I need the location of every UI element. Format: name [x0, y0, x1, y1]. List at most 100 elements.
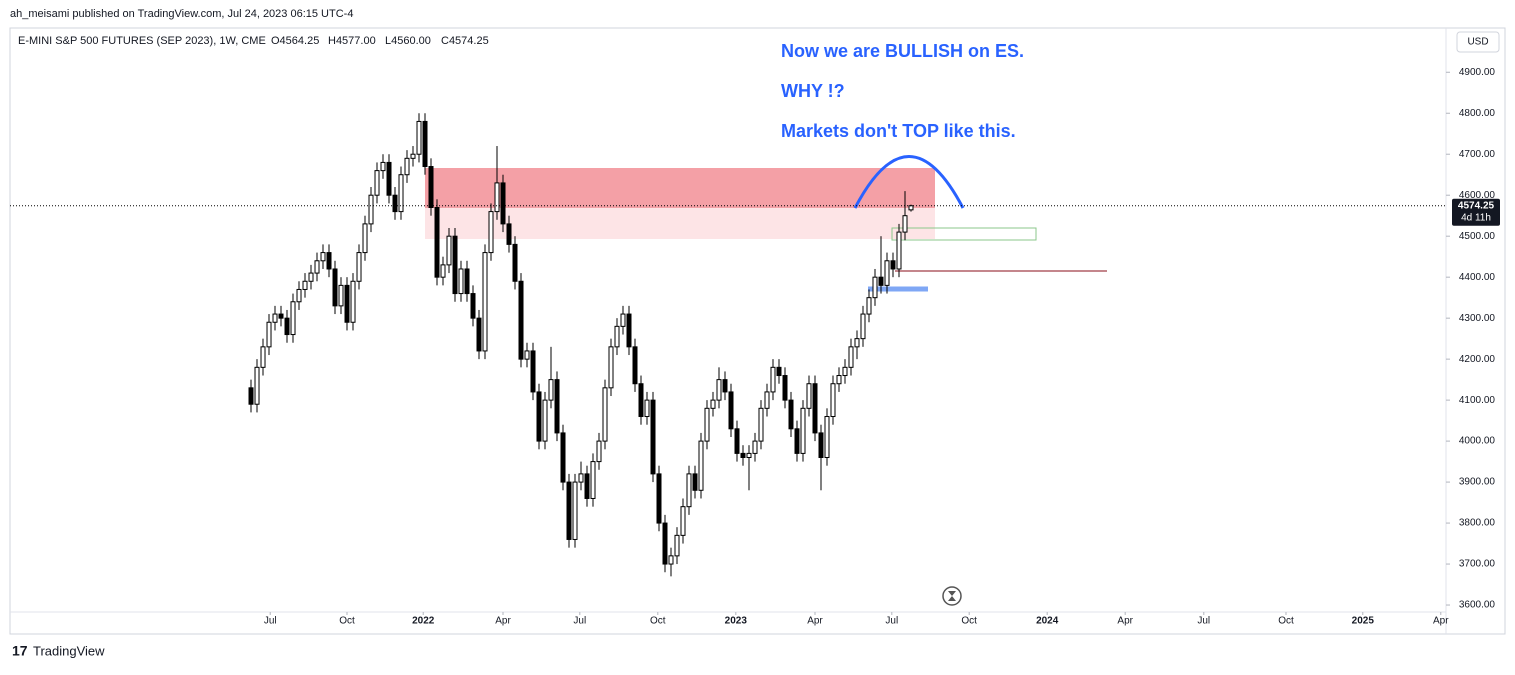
candle-body: [320, 252, 326, 262]
ohlc-low: L4560.00: [385, 35, 431, 47]
ohlc-high: H4577.00: [328, 35, 376, 47]
candle-body: [614, 325, 620, 348]
annotation: Markets don't TOP like this.: [781, 121, 1016, 141]
candle-body: [572, 481, 578, 540]
candle-body: [350, 280, 356, 323]
candle-body: [326, 252, 332, 270]
candle-body: [398, 174, 404, 213]
publisher: ah_meisami published on TradingView.com,…: [10, 8, 353, 20]
candle-body: [296, 288, 302, 303]
candle-body: [608, 346, 614, 389]
candle-body: [788, 399, 794, 430]
x-tick-label: 2022: [412, 616, 435, 627]
x-tick-label: 2023: [725, 616, 748, 627]
candle-body: [536, 391, 542, 442]
y-tick-label: 4300.00: [1459, 313, 1496, 324]
annotation: WHY !?: [781, 81, 845, 101]
candle-body: [440, 264, 446, 278]
candle-body: [584, 473, 590, 499]
candle-body: [362, 223, 368, 254]
candle-body: [578, 473, 584, 483]
clock-icon[interactable]: [942, 586, 962, 606]
candle-body: [284, 317, 290, 336]
candle-body: [908, 205, 914, 211]
candle-body: [794, 428, 800, 454]
candle-body: [668, 555, 674, 565]
x-tick-label: Oct: [650, 616, 666, 627]
candle-body: [890, 260, 896, 270]
candle-body: [626, 313, 632, 348]
candle-body: [716, 379, 722, 401]
candle-body: [482, 252, 488, 352]
candle-body: [290, 301, 296, 336]
candle-body: [674, 534, 680, 557]
candle-body: [530, 350, 536, 393]
candle-body: [734, 428, 740, 454]
candle-body: [506, 223, 512, 245]
x-tick-label: 2024: [1036, 616, 1059, 627]
candle-body: [266, 321, 272, 348]
y-tick-label: 4600.00: [1459, 190, 1496, 201]
candle-body: [824, 416, 830, 458]
candle-body: [392, 194, 398, 213]
candle-body: [728, 391, 734, 430]
candle-body: [752, 440, 758, 454]
candle-body: [620, 313, 626, 327]
x-tick-label: Jul: [264, 616, 277, 627]
candle-body: [278, 313, 284, 319]
green-box: [891, 227, 1037, 241]
candle-body: [272, 313, 278, 323]
candle-body: [248, 387, 254, 405]
symbol-title: E-MINI S&P 500 FUTURES (SEP 2023), 1W, C…: [18, 35, 266, 47]
candle-body: [860, 313, 866, 340]
candle-body: [410, 153, 416, 159]
candle-body: [542, 399, 548, 442]
last-price-label: 4574.25: [1458, 200, 1495, 211]
candle-body: [434, 207, 440, 278]
candle-body: [902, 215, 908, 233]
x-tick-label: 2025: [1352, 616, 1375, 627]
y-tick-label: 4800.00: [1459, 108, 1496, 119]
x-tick-label: Jul: [885, 616, 898, 627]
candle-body: [650, 399, 656, 475]
candle-body: [302, 280, 308, 290]
candle-body: [872, 276, 878, 299]
candle-body: [356, 252, 362, 282]
candle-body: [884, 260, 890, 286]
candle-body: [722, 379, 728, 393]
candle-body: [770, 366, 776, 393]
y-tick-label: 3900.00: [1459, 477, 1496, 488]
candle-body: [464, 268, 470, 295]
x-tick-label: Jul: [573, 616, 586, 627]
countdown: 4d 11h: [1461, 212, 1491, 223]
y-tick-label: 4500.00: [1459, 231, 1496, 242]
drawings: [425, 155, 1107, 292]
candle-body: [764, 391, 770, 409]
y-tick-label: 3600.00: [1459, 600, 1496, 611]
y-tick-label: 4000.00: [1459, 436, 1496, 447]
x-tick-label: Apr: [1433, 616, 1449, 627]
candle-body: [554, 379, 560, 434]
candle-body: [692, 473, 698, 491]
candle-body: [476, 317, 482, 352]
candle-body: [836, 375, 842, 385]
candle-body: [368, 194, 374, 225]
currency-button[interactable]: [1456, 31, 1500, 53]
candle-body: [560, 432, 566, 483]
candles: [248, 113, 914, 577]
y-tick-label: 4100.00: [1459, 395, 1496, 406]
hourglass: [948, 591, 956, 601]
candle-body: [800, 407, 806, 454]
candle-body: [638, 383, 644, 418]
candle-body: [782, 375, 788, 401]
x-tick-label: Oct: [961, 616, 977, 627]
candle-body: [314, 260, 320, 274]
candle-body: [848, 346, 854, 368]
candle-body: [260, 346, 266, 368]
candle-body: [386, 161, 392, 196]
currency[interactable]: USD: [1467, 37, 1488, 48]
candle-body: [602, 387, 608, 442]
